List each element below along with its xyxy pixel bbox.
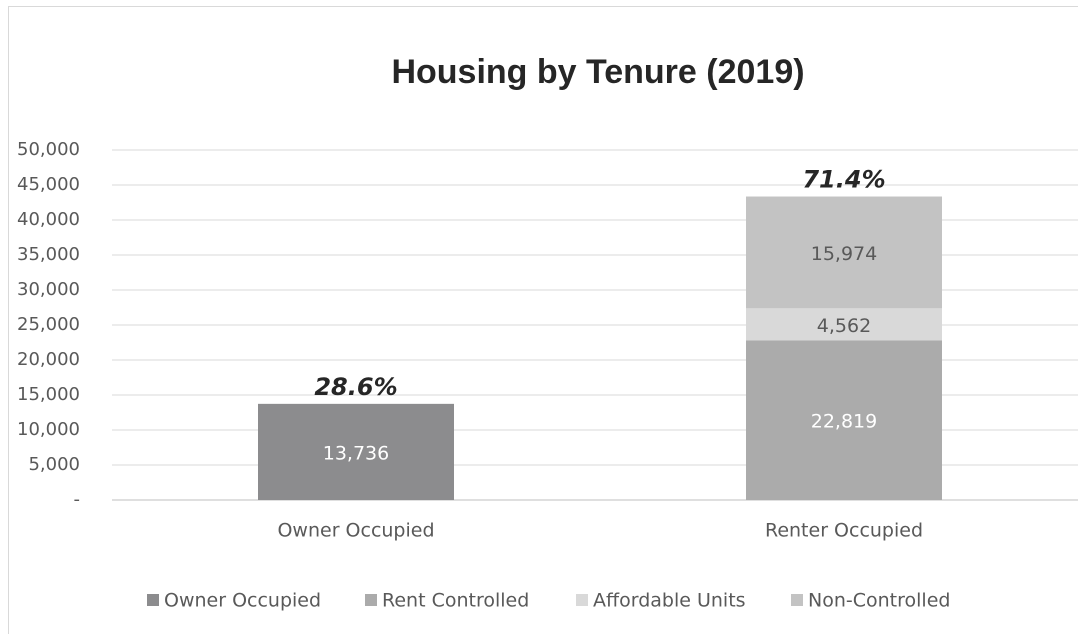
total-label: 71.4%: [802, 166, 885, 194]
y-tick-label: 25,000: [17, 314, 80, 335]
value-label: 15,974: [811, 243, 877, 265]
bar-segment: [746, 196, 942, 309]
legend-label: Rent Controlled: [382, 590, 529, 612]
legend-label: Affordable Units: [593, 590, 746, 612]
bar-segment: [746, 308, 942, 341]
legend-swatch: [791, 594, 803, 606]
y-tick-label: 50,000: [17, 139, 80, 160]
value-label: 22,819: [811, 411, 877, 433]
value-label: 13,736: [323, 442, 389, 464]
y-tick-label: 45,000: [17, 174, 80, 195]
y-tick-label: 20,000: [17, 349, 80, 370]
legend-label: Owner Occupied: [164, 590, 321, 612]
y-tick-label: -: [74, 489, 81, 510]
y-tick-label: 15,000: [17, 384, 80, 405]
total-label: 28.6%: [314, 373, 397, 401]
y-tick-label: 40,000: [17, 209, 80, 230]
bar-segment: [746, 340, 942, 500]
y-tick-label: 5,000: [28, 454, 80, 475]
chart-title: Housing by Tenure (2019): [391, 53, 804, 91]
value-label: 4,562: [817, 315, 871, 337]
x-tick-label: Renter Occupied: [765, 520, 923, 542]
x-tick-label: Owner Occupied: [277, 520, 434, 542]
legend-label: Non-Controlled: [808, 590, 950, 612]
legend-swatch: [576, 594, 588, 606]
bar-segment: [258, 403, 454, 500]
y-tick-label: 10,000: [17, 419, 80, 440]
y-tick-label: 35,000: [17, 244, 80, 265]
y-tick-label: 30,000: [17, 279, 80, 300]
legend-swatch: [147, 594, 159, 606]
legend-swatch: [365, 594, 377, 606]
